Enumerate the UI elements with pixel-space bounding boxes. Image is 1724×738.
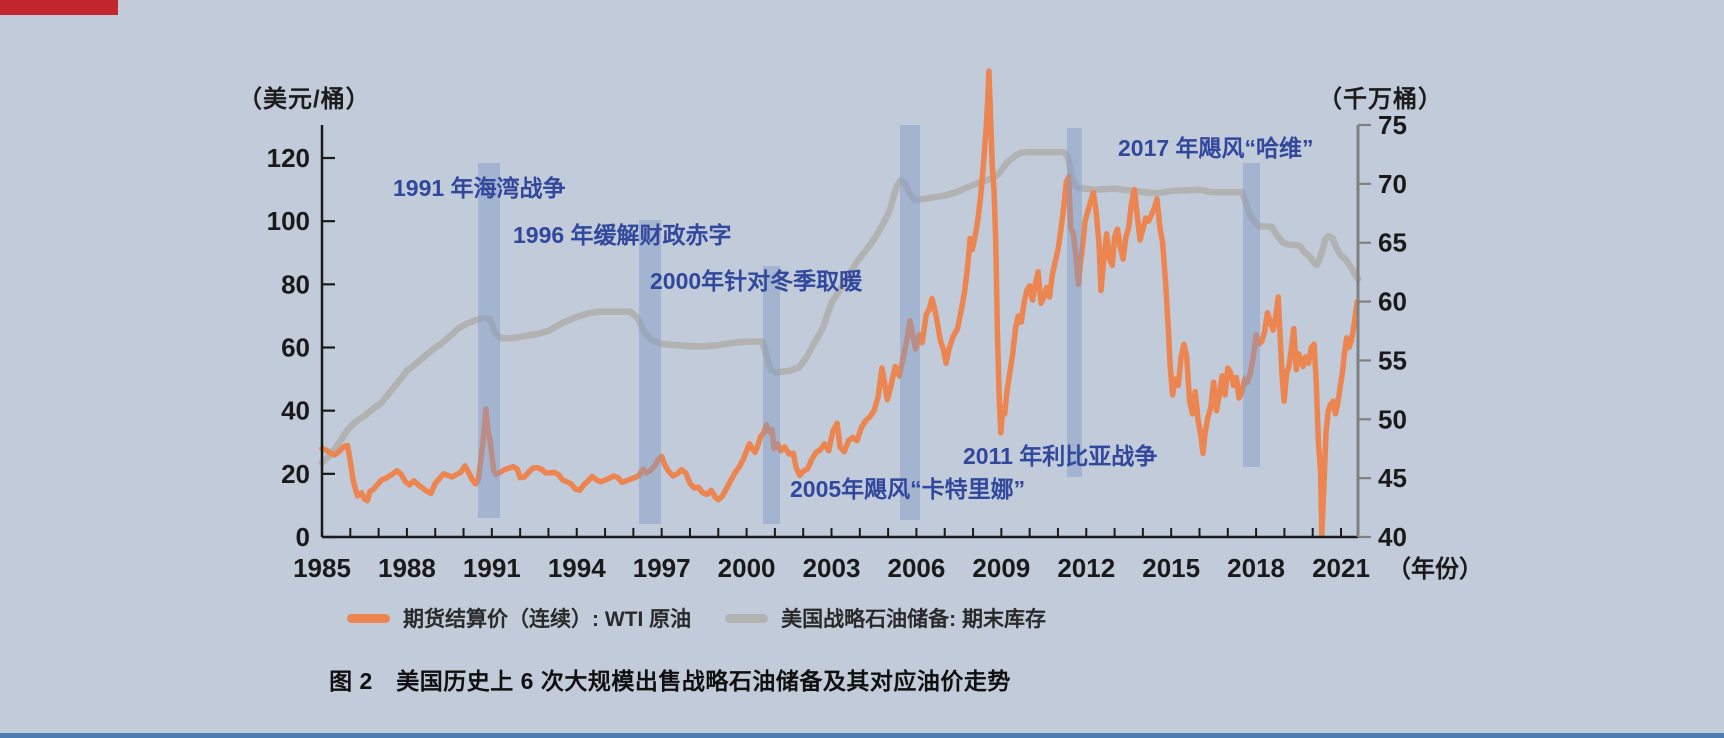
wti-price-line: [319, 68, 1361, 539]
x-axis-year-label: 2018: [1227, 553, 1285, 583]
x-axis-year-label: 2021: [1312, 553, 1370, 583]
bottom-accent-bar: [0, 733, 1724, 738]
event-annotation-label: 2005年飓风“卡特里娜”: [790, 476, 1025, 502]
wti-line-legend-swatch: [347, 613, 390, 623]
right-axis-tick-label: 40: [1378, 522, 1407, 552]
left-axis-unit-label: （美元/桶）: [238, 86, 371, 113]
left-axis-tick-label: 40: [281, 396, 310, 426]
right-axis-tick-label: 45: [1378, 463, 1407, 493]
left-axis-tick-label: 100: [267, 206, 310, 236]
x-axis-year-label: 2000: [718, 553, 776, 583]
left-axis-tick-label: 60: [281, 333, 310, 363]
chart-legend: 期货结算价（连续）: WTI 原油 美国战略石油储备: 期末库存: [347, 604, 1046, 632]
x-axis-unit-suffix: （年份）: [1387, 555, 1483, 583]
left-axis-tick-label: 80: [281, 269, 310, 299]
event-annotation-label: 2017 年飓风“哈维”: [1118, 135, 1314, 161]
x-axis-year-label: 2015: [1142, 553, 1200, 583]
event-annotation-label: 1996 年缓解财政赤字: [513, 222, 732, 248]
corner-red-block: [0, 0, 118, 15]
x-axis-year-label: 1994: [548, 553, 606, 583]
right-axis-tick-label: 65: [1378, 228, 1407, 258]
event-band: [639, 220, 661, 524]
x-axis-year-label: 1988: [378, 553, 436, 583]
x-axis-year-label: 2006: [888, 553, 946, 583]
event-annotation-label: 2011 年利比亚战争: [963, 443, 1157, 469]
spr-line-legend-label: 美国战略石油储备: 期末库存: [781, 608, 1046, 631]
figure-caption: 图 2 美国历史上 6 次大规模出售战略石油储备及其对应油价走势: [329, 668, 1011, 694]
right-axis-tick-label: 55: [1378, 345, 1407, 375]
event-annotation-label: 2000年针对冬季取暖: [650, 268, 863, 294]
right-axis-tick-label: 60: [1378, 287, 1407, 317]
event-band: [478, 163, 500, 518]
spr-stock-line: [318, 148, 1362, 467]
x-axis-year-label: 2009: [972, 553, 1030, 583]
spr-line-legend-swatch: [725, 613, 769, 623]
wti-line-legend-label: 期货结算价（连续）: WTI 原油: [403, 608, 692, 631]
event-band: [1243, 163, 1260, 467]
right-axis-tick-label: 50: [1378, 404, 1407, 434]
right-axis-tick-label: 75: [1378, 110, 1407, 140]
event-band: [763, 266, 780, 524]
x-axis-year-label: 1985: [293, 553, 351, 583]
left-axis-tick-label: 120: [267, 143, 310, 173]
event-band: [1067, 128, 1082, 477]
x-axis-year-label: 2003: [803, 553, 861, 583]
right-axis-unit-label: （千万桶）: [1318, 86, 1443, 113]
event-band: [900, 125, 920, 520]
left-axis-tick-label: 0: [296, 522, 310, 552]
x-axis-year-label: 1991: [463, 553, 521, 583]
right-axis-tick-label: 70: [1378, 169, 1407, 199]
left-axis-tick-label: 20: [281, 459, 310, 489]
x-axis-year-label: 1997: [633, 553, 691, 583]
event-annotation-label: 1991 年海湾战争: [393, 175, 566, 201]
x-axis-year-label: 2012: [1057, 553, 1115, 583]
